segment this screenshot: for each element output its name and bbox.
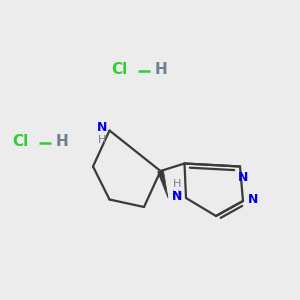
Text: H: H [56,134,68,148]
Text: Cl: Cl [111,61,127,76]
Text: H: H [173,178,181,189]
Text: Cl: Cl [12,134,28,148]
Text: H: H [154,61,167,76]
Text: H: H [172,190,181,200]
Text: N: N [248,193,258,206]
Text: N: N [97,121,107,134]
Polygon shape [158,170,168,198]
Text: N: N [172,190,182,203]
Text: H: H [98,135,106,146]
Text: N: N [238,171,248,184]
